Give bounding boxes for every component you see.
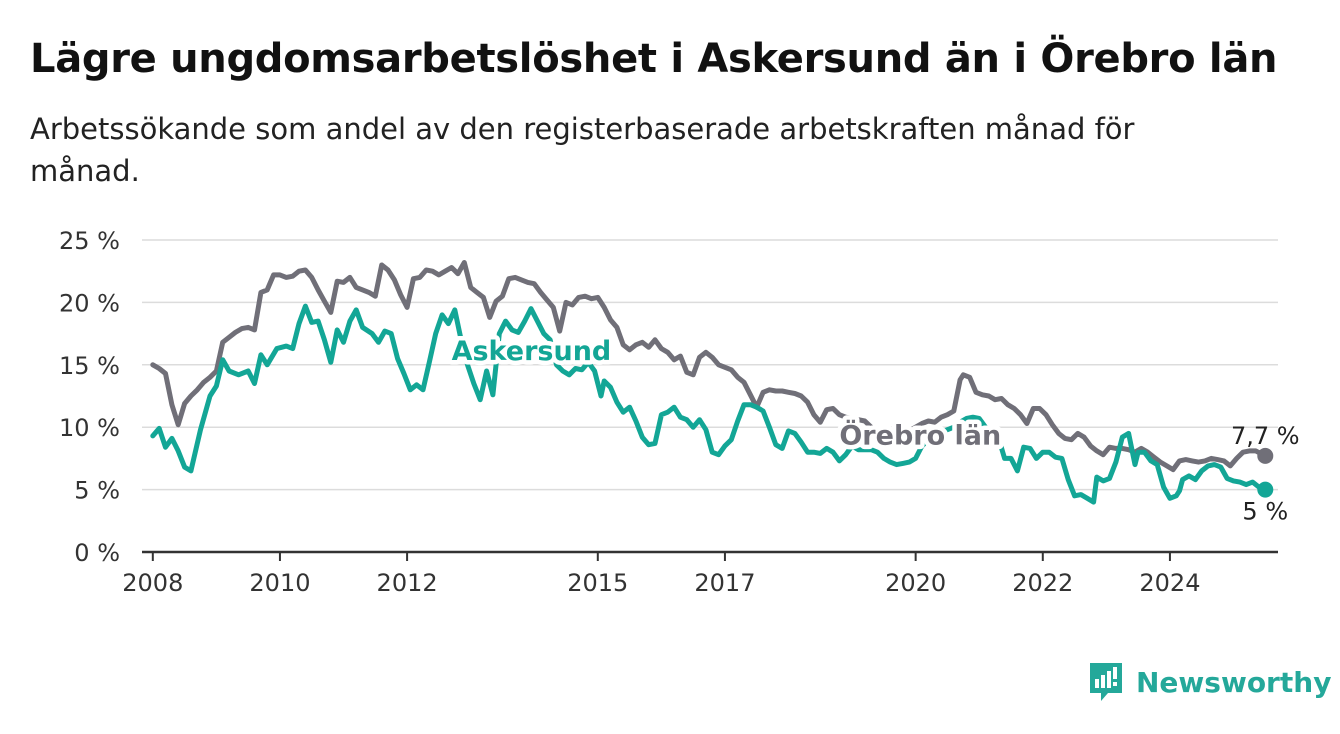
series-line-askersund bbox=[150, 303, 1268, 505]
x-tick-label: 2020 bbox=[885, 569, 946, 597]
series-end-point-orebro bbox=[1257, 447, 1274, 464]
x-tick-label: 2024 bbox=[1139, 569, 1200, 597]
gridlines bbox=[142, 239, 1278, 491]
brand-name: Newsworthy bbox=[1136, 665, 1332, 699]
y-tick-label: 5 % bbox=[74, 477, 120, 505]
x-tick-label: 2008 bbox=[122, 569, 183, 597]
x-tick-label: 2017 bbox=[694, 569, 755, 597]
newsworthy-logo[interactable]: Newsworthy bbox=[1088, 660, 1331, 704]
x-tick-label: 2012 bbox=[377, 569, 438, 597]
series-label-orebro: Örebro län bbox=[839, 419, 1001, 452]
y-tick-label: 0 % bbox=[74, 539, 120, 567]
chart-subtitle: Arbetssökande som andel av den registerb… bbox=[30, 112, 1135, 188]
end-value-label-askersund: 5 % bbox=[1242, 498, 1288, 526]
series-line-orebro bbox=[150, 260, 1268, 473]
x-tick-label: 2022 bbox=[1012, 569, 1073, 597]
newsworthy-bar-chart-icon bbox=[1090, 663, 1122, 701]
end-value-label-orebro: 7,7 % bbox=[1231, 422, 1300, 450]
series-end-point-askersund bbox=[1257, 481, 1274, 498]
x-tick-label: 2010 bbox=[249, 569, 310, 597]
series-label-halo-askersund: Askersund bbox=[452, 336, 612, 367]
series-lines bbox=[150, 260, 1274, 505]
y-tick-label: 20 % bbox=[59, 289, 120, 317]
y-axis-ticks: 0 % 5 % 10 % 15 % 20 % 25 % bbox=[59, 227, 120, 567]
series-label-halo-orebro: Örebro län bbox=[839, 419, 1001, 452]
y-tick-label: 15 % bbox=[59, 352, 120, 380]
y-tick-label: 10 % bbox=[59, 414, 120, 442]
y-tick-label: 25 % bbox=[59, 227, 120, 255]
x-tick-label: 2015 bbox=[567, 569, 628, 597]
series-label-askersund: Askersund bbox=[452, 336, 612, 367]
x-axis-ticks: 2008 2010 2012 2015 2017 2020 2022 2024 bbox=[122, 550, 1278, 597]
chart-title: Lägre ungdomsarbetslöshet i Askersund än… bbox=[30, 36, 1278, 82]
